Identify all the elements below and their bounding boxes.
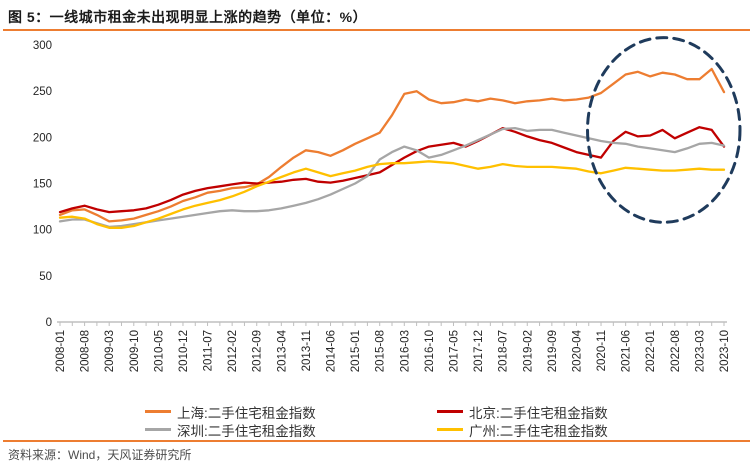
x-tick-label: 2016-10 bbox=[424, 330, 436, 372]
shenzhen-series-line bbox=[58, 126, 726, 229]
legend-item-shanghai: 上海:二手住宅租金指数 bbox=[145, 403, 437, 421]
x-tick-label: 2014-06 bbox=[326, 330, 338, 372]
y-tick-label: 50 bbox=[39, 271, 52, 283]
source-note: 资料来源：Wind，天风证券研究所 bbox=[8, 448, 192, 462]
x-tick-label: 2013-04 bbox=[276, 329, 288, 372]
shanghai-series-line bbox=[58, 67, 726, 223]
y-tick-label: 150 bbox=[33, 179, 52, 191]
legend-item-beijing: 北京:二手住宅租金指数 bbox=[437, 403, 608, 421]
x-tick-label: 2013-11 bbox=[301, 330, 313, 371]
rent-index-line-chart: 0 50 100 150 200 250 300 2008-01 2008-08 2009-03 2… bbox=[33, 36, 742, 372]
y-tick-label: 0 bbox=[46, 317, 52, 329]
x-tick-label: 2015-01 bbox=[350, 330, 362, 372]
x-tick-label: 2022-01 bbox=[645, 330, 657, 372]
legend-swatch-guangzhou bbox=[437, 428, 463, 431]
x-tick-label: 2010-05 bbox=[153, 330, 165, 372]
beijing-series-line bbox=[58, 126, 726, 214]
x-tick-label: 2008-08 bbox=[80, 330, 92, 372]
x-tick-label: 2009-10 bbox=[129, 330, 141, 372]
x-tick-label: 2020-04 bbox=[571, 329, 583, 372]
title-underline-rule bbox=[3, 29, 750, 31]
legend-swatch-shanghai bbox=[145, 410, 171, 413]
x-tick-label: 2019-02 bbox=[522, 330, 534, 372]
y-tick-label: 100 bbox=[33, 225, 52, 237]
y-tick-label: 200 bbox=[33, 132, 52, 144]
legend-label-shanghai: 上海:二手住宅租金指数 bbox=[177, 405, 316, 421]
x-tick-label: 2017-12 bbox=[473, 330, 485, 372]
chart-legend: 上海:二手住宅租金指数 北京:二手住宅租金指数深圳:二手住宅租金指数 广州:二手住宅… bbox=[145, 403, 608, 439]
x-tick-label: 2020-11 bbox=[596, 330, 608, 371]
highlight-ellipse bbox=[586, 36, 742, 224]
x-tick-label: 2018-07 bbox=[498, 330, 510, 372]
legend-swatch-beijing bbox=[437, 410, 463, 413]
x-tick-label: 2022-08 bbox=[670, 330, 682, 372]
x-tick-label: 2019-09 bbox=[547, 330, 559, 372]
legend-item-guangzhou: 广州:二手住宅租金指数 bbox=[437, 421, 608, 439]
x-tick-label: 2023-03 bbox=[694, 330, 706, 372]
legend-label-shenzhen: 深圳:二手住宅租金指数 bbox=[177, 423, 316, 439]
x-tick-label: 2012-02 bbox=[227, 330, 239, 372]
legend-label-guangzhou: 广州:二手住宅租金指数 bbox=[469, 423, 608, 439]
x-tick-label: 2016-03 bbox=[399, 330, 411, 372]
x-tick-label: 2012-09 bbox=[252, 330, 264, 372]
x-tick-label: 2015-08 bbox=[375, 330, 387, 372]
x-tick-label: 2010-12 bbox=[178, 330, 190, 372]
x-tick-label: 2021-06 bbox=[621, 330, 633, 372]
x-tick-label: 2017-05 bbox=[448, 330, 460, 372]
chart-title: 图 5：一线城市租金未出现明显上涨的趋势（单位：%） bbox=[8, 9, 368, 25]
legend-swatch-shenzhen bbox=[145, 428, 171, 431]
x-tick-label: 2008-01 bbox=[55, 330, 67, 372]
guangzhou-series-line bbox=[58, 160, 726, 229]
footer-rule bbox=[3, 440, 750, 442]
legend-item-shenzhen: 深圳:二手住宅租金指数 bbox=[145, 421, 437, 439]
x-tick-label: 2009-03 bbox=[104, 330, 116, 372]
x-tick-label: 2023-10 bbox=[719, 330, 731, 372]
y-tick-label: 250 bbox=[33, 86, 52, 98]
legend-label-beijing: 北京:二手住宅租金指数 bbox=[469, 405, 608, 421]
x-tick-label: 2011-07 bbox=[203, 330, 215, 371]
y-tick-label: 300 bbox=[33, 40, 52, 52]
